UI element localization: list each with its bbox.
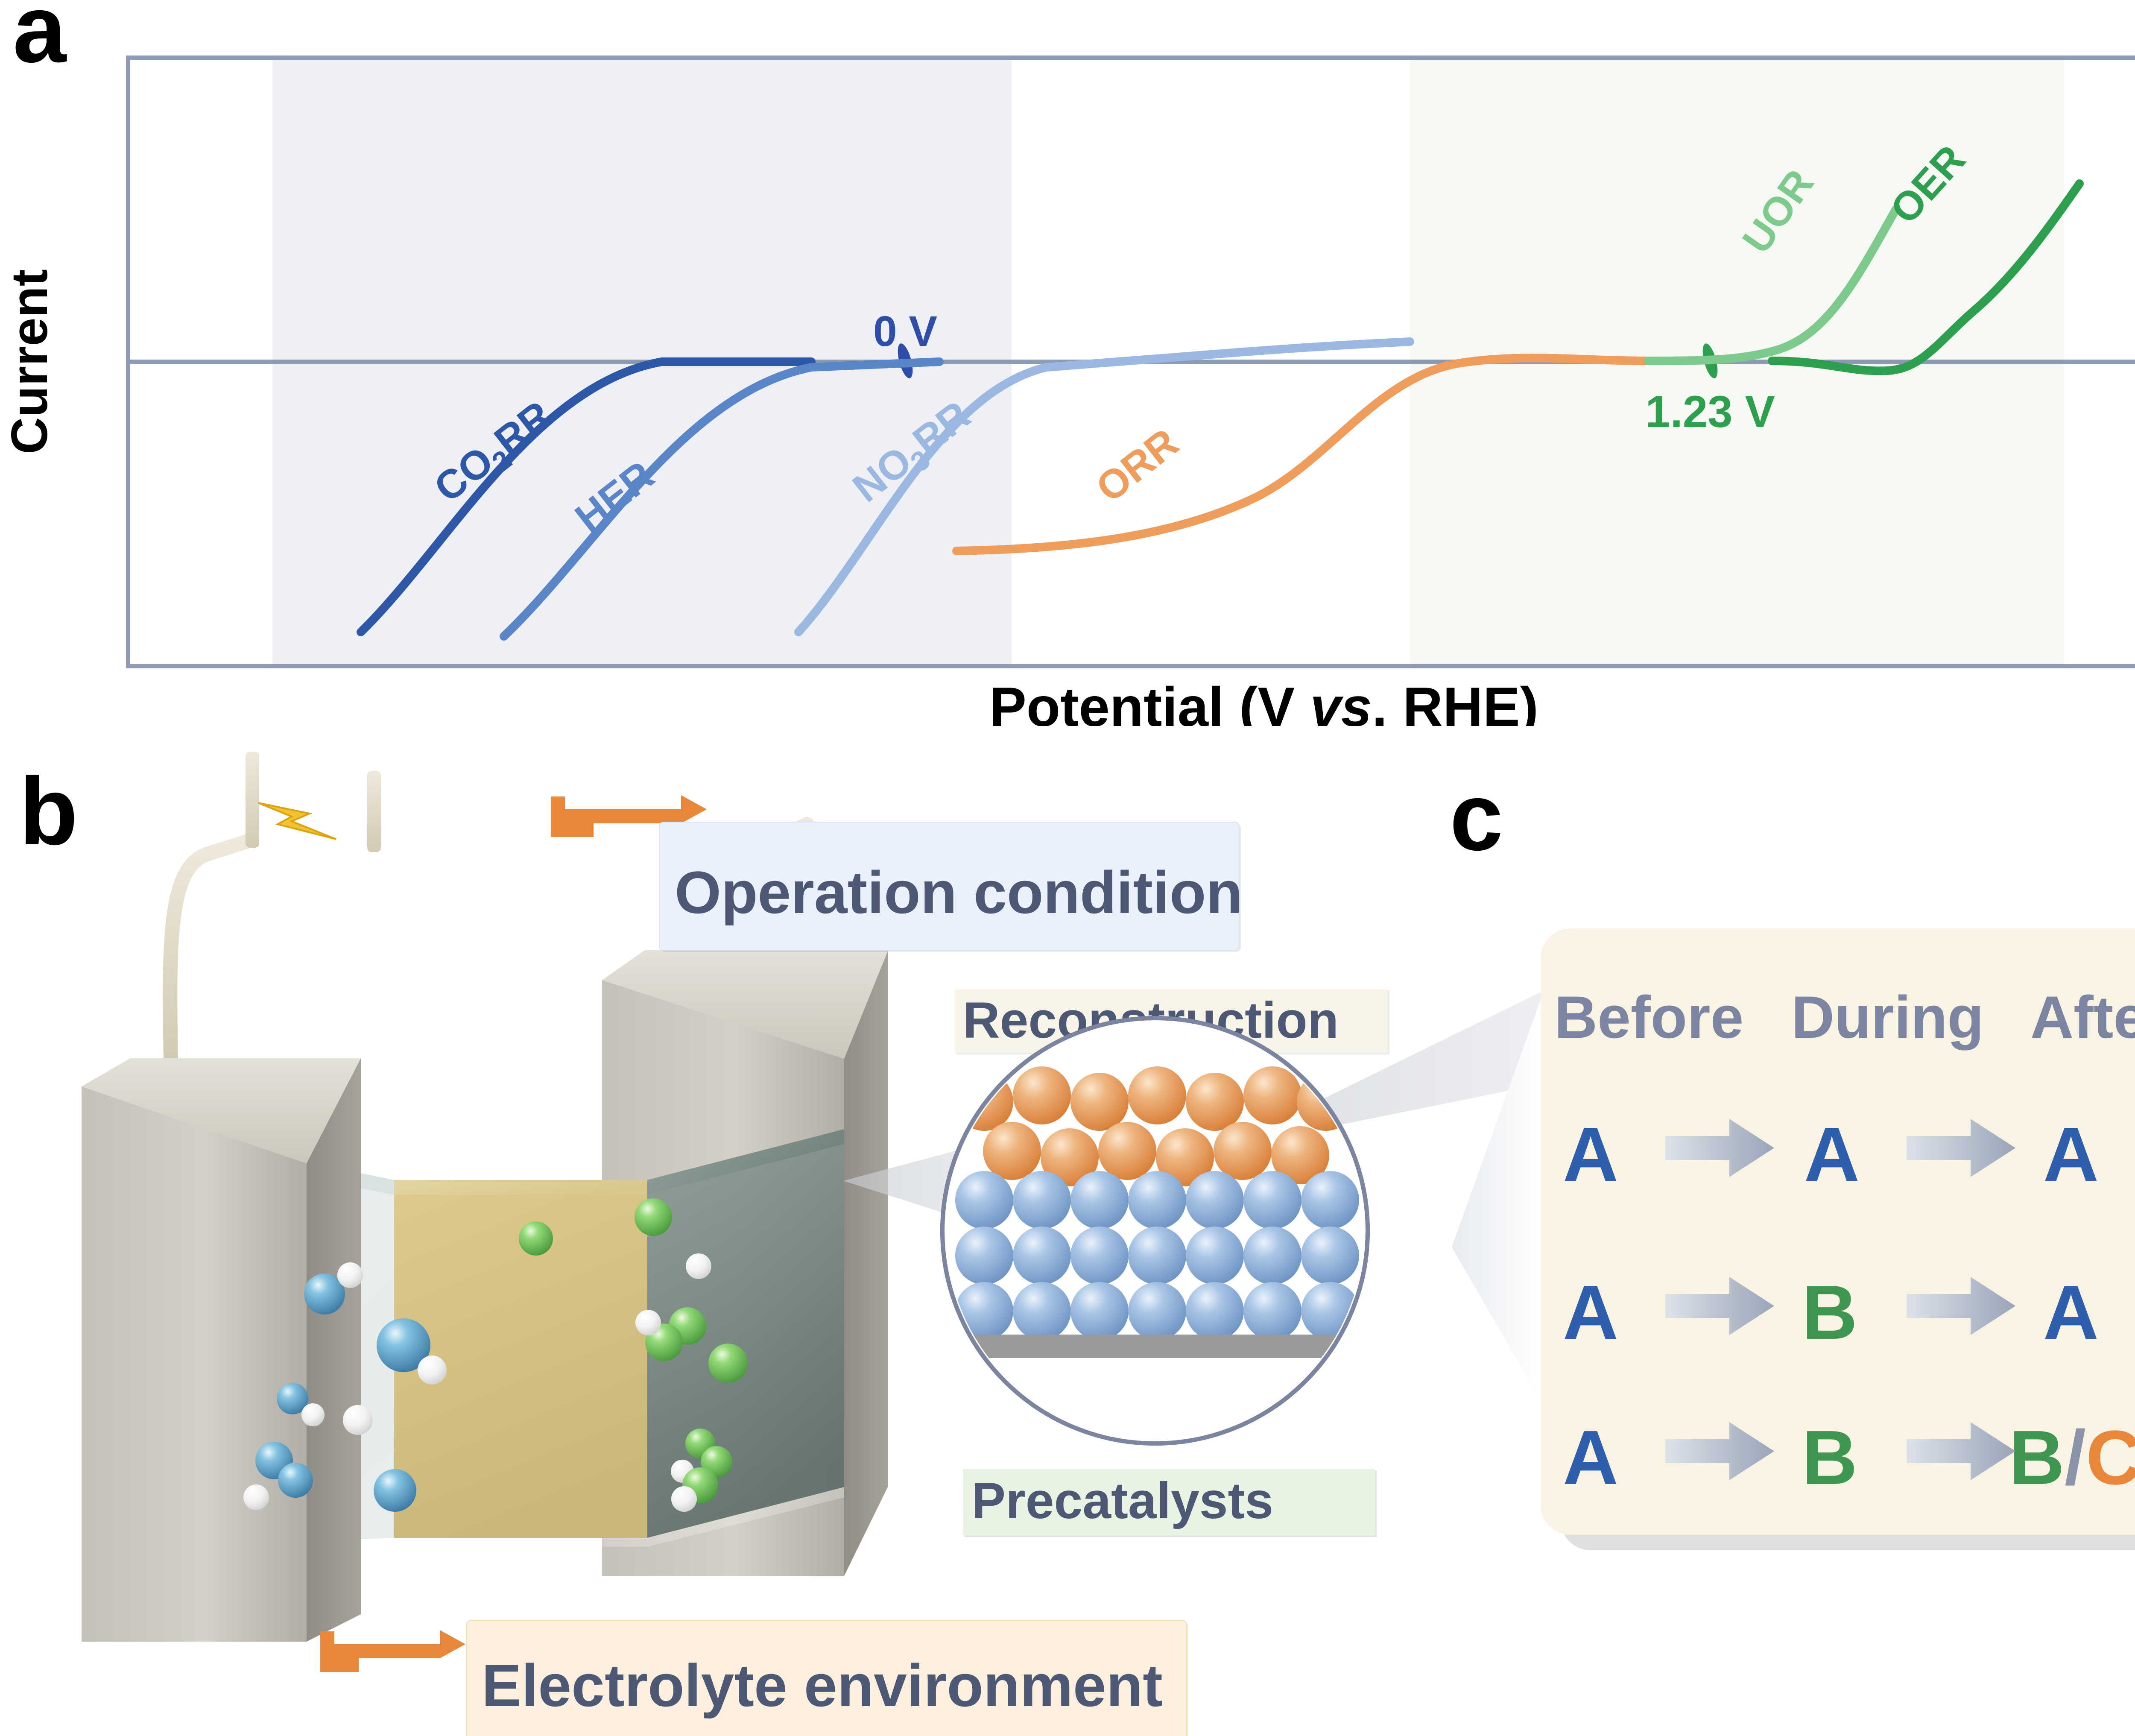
svg-text:Electrolyte environment: Electrolyte environment <box>482 1652 1163 1719</box>
svg-text:1.23 V: 1.23 V <box>1645 387 1775 437</box>
svg-text:A: A <box>1563 1270 1618 1355</box>
svg-text:Current: Current <box>1 269 58 454</box>
svg-text:Potential (V vs. RHE): Potential (V vs. RHE) <box>989 676 1538 726</box>
svg-text:Precatalysts: Precatalysts <box>971 1472 1273 1529</box>
svg-text:During: During <box>1791 984 1984 1051</box>
svg-text:B: B <box>1802 1270 1857 1355</box>
svg-text:A: A <box>2043 1270 2099 1355</box>
svg-text:A: A <box>1563 1112 1618 1197</box>
svg-text:A: A <box>1563 1415 1618 1501</box>
svg-text:Before: Before <box>1554 984 1743 1051</box>
svg-text:Operation condition: Operation condition <box>675 859 1243 926</box>
svg-text:A: A <box>2043 1112 2099 1197</box>
svg-text:After: After <box>2030 984 2135 1051</box>
svg-text:B/C: B/C <box>2009 1415 2135 1501</box>
svg-text:B: B <box>1802 1415 1857 1501</box>
svg-text:A: A <box>1804 1112 1860 1197</box>
